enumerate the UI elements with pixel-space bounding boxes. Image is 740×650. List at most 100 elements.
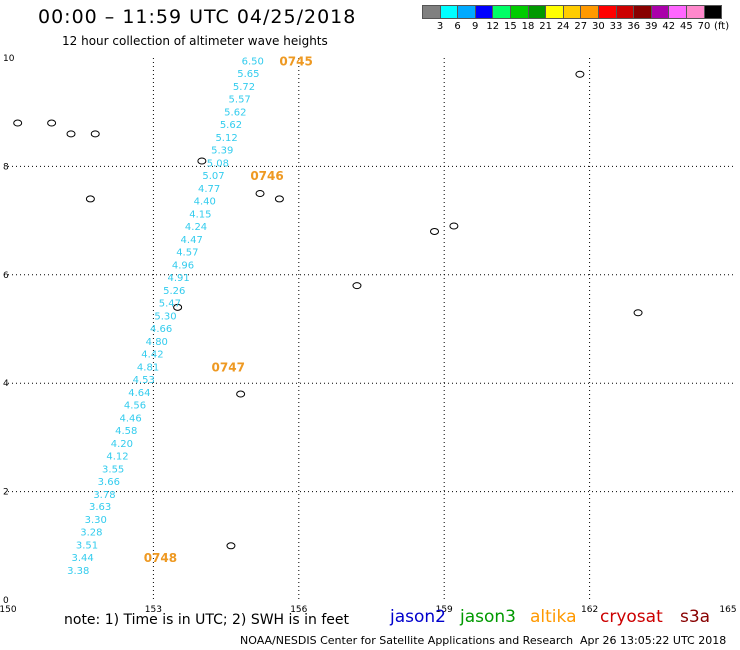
- swh-value: 4.12: [106, 451, 128, 462]
- swh-value: 5.39: [211, 146, 233, 157]
- swh-value: 4.47: [181, 235, 203, 246]
- swh-value: 3.30: [85, 515, 107, 526]
- x-tick-label: 159: [436, 605, 453, 615]
- legend-label: 21: [539, 21, 552, 32]
- y-tick-label: 4: [3, 379, 9, 389]
- island-outline: [352, 282, 362, 290]
- x-tick-label: 153: [145, 605, 162, 615]
- axis-tick-labels: 150 153 156 159 162 165 0 2 4 6 8 10: [0, 54, 737, 615]
- swh-value: 6.50: [242, 57, 264, 68]
- swh-value: 5.08: [207, 159, 229, 170]
- legend-label: 36: [627, 21, 640, 32]
- swh-value: 5.72: [233, 82, 255, 93]
- swh-value: 5.47: [159, 298, 181, 309]
- x-tick-label: 165: [719, 605, 736, 615]
- footer-note: note: 1) Time is in UTC; 2) SWH is in fe…: [64, 612, 350, 628]
- legend-label: 45: [680, 21, 693, 32]
- legend-label: 42: [662, 21, 676, 32]
- legend-label: 24: [556, 21, 570, 32]
- time-labels: 0745 0746 0747 0748: [144, 55, 313, 565]
- swh-value: 3.66: [98, 477, 120, 488]
- color-scale-labels: 3 6 9 12 15 18 21 24 27 30 33 36 39 42 45 70 (ft): [422, 21, 740, 35]
- island-outline: [13, 119, 23, 127]
- swh-value: 5.62: [220, 120, 242, 131]
- swh-value: 4.96: [172, 261, 194, 272]
- swh-value: 3.38: [67, 566, 89, 577]
- credit-line: NOAA/NESDIS Center for Satellite Applica…: [240, 634, 574, 647]
- y-tick-label: 0: [3, 596, 9, 606]
- legend-label: 27: [574, 21, 588, 32]
- credit-date: Apr 26 13:05:22 UTC 2018: [580, 634, 727, 647]
- island-outline: [575, 70, 585, 78]
- time-label: 0748: [144, 551, 177, 565]
- swh-value: 4.56: [124, 400, 146, 411]
- legend-label: 15: [504, 21, 517, 32]
- legend-swatch: [703, 5, 723, 19]
- x-tick-label: 156: [290, 605, 307, 615]
- satellite-name: s3a: [680, 607, 711, 627]
- map-subtitle: 12 hour collection of altimeter wave hei…: [62, 34, 328, 48]
- swh-value: 4.66: [150, 324, 172, 335]
- swh-value: 5.30: [154, 311, 176, 322]
- island-outline: [449, 222, 459, 230]
- swh-value: 4.91: [167, 273, 189, 284]
- island-outline: [226, 542, 236, 550]
- time-label: 0747: [212, 360, 245, 374]
- swh-value: 4.40: [194, 197, 216, 208]
- legend-label: (ft): [714, 21, 730, 32]
- x-tick-label: 150: [0, 605, 17, 615]
- y-tick-label: 8: [3, 162, 9, 172]
- swh-value: 3.55: [102, 464, 124, 475]
- island-outline: [633, 309, 643, 317]
- y-tick-label: 6: [3, 271, 9, 281]
- x-tick-label: 162: [581, 605, 598, 615]
- swh-value: 5.07: [202, 171, 224, 182]
- y-tick-label: 2: [3, 488, 9, 498]
- swh-value: 3.51: [76, 541, 98, 552]
- lat-lon-grid: [8, 58, 735, 600]
- swh-value: 3.44: [72, 553, 94, 564]
- color-scale-legend: [422, 5, 723, 19]
- legend-label: 6: [454, 21, 461, 32]
- y-tick-label: 10: [3, 54, 15, 64]
- island-outline: [236, 390, 246, 398]
- satellite-name: altika: [530, 607, 577, 627]
- swh-value: 5.12: [215, 133, 237, 144]
- island-outline: [66, 130, 76, 138]
- swh-value: 4.58: [115, 426, 137, 437]
- swh-value: 3.63: [89, 502, 111, 513]
- swh-value: 4.64: [128, 388, 150, 399]
- legend-label: 30: [592, 21, 605, 32]
- satellite-name: cryosat: [600, 607, 663, 627]
- island-outline: [430, 227, 440, 235]
- swh-value: 3.78: [93, 490, 115, 501]
- swh-value: 4.81: [137, 362, 159, 373]
- swh-value: 4.20: [111, 439, 133, 450]
- map-title: 00:00 – 11:59 UTC 04/25/2018: [38, 6, 357, 28]
- legend-label: 9: [472, 21, 479, 32]
- legend-label: 33: [609, 21, 623, 32]
- swh-value: 4.46: [119, 413, 141, 424]
- island-outlines: [13, 70, 643, 550]
- time-label: 0745: [279, 55, 312, 69]
- legend-label: 39: [644, 21, 658, 32]
- swh-value: 5.26: [163, 286, 185, 297]
- island-outline: [173, 303, 183, 311]
- satellite-name: jason3: [460, 607, 516, 627]
- island-outline: [197, 157, 207, 165]
- swh-value: 5.57: [229, 95, 251, 106]
- time-label: 0746: [250, 169, 283, 183]
- swh-value: 4.24: [185, 222, 207, 233]
- island-outline: [85, 195, 95, 203]
- island-outline: [47, 119, 57, 127]
- swh-value: 5.62: [224, 108, 246, 119]
- altimeter-track: 6.505.65 5.72 5.57 5.625.62 5.12 5.39 5.085.07…: [67, 57, 264, 577]
- legend-label: 3: [436, 21, 444, 32]
- swh-value: 4.15: [189, 210, 211, 221]
- swh-value: 4.53: [133, 375, 155, 386]
- swh-value: 5.65: [237, 69, 259, 80]
- legend-label: 18: [521, 21, 535, 32]
- swh-value: 4.77: [198, 184, 220, 195]
- island-outline: [255, 190, 265, 197]
